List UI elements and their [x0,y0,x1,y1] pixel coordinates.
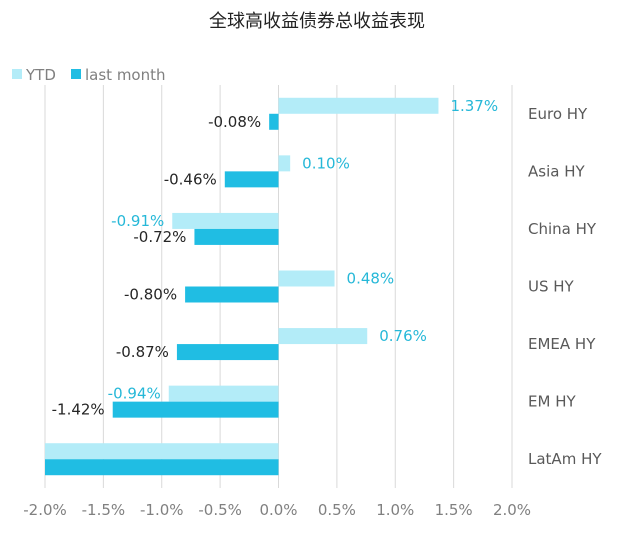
data-label-last-month: -0.87% [116,343,169,361]
category-label: Asia HY [528,162,585,180]
bar-last-month [112,401,279,418]
legend: YTD last month [12,66,166,84]
data-label-ytd: 0.48% [347,270,395,288]
bar-last-month [194,228,279,245]
data-label-ytd: 1.37% [450,97,498,115]
x-tick-label: 2.0% [493,501,531,519]
legend-label-last-month: last month [85,66,166,84]
bar-ytd [278,328,368,345]
x-tick-label: -1.0% [140,501,184,519]
x-tick-label: -1.5% [82,501,126,519]
x-axis-ticks: -2.0% -1.5% -1.0% -0.5% 0.0% 0.5% 1.0% 1.5% 2.0% [23,501,531,519]
bar-last-month [176,344,279,361]
x-tick-label: -0.5% [198,501,242,519]
data-label-last-month: -0.80% [124,286,177,304]
bar-last-month [185,286,279,303]
category-label: China HY [528,220,597,238]
bar-last-month [269,113,279,130]
category-label: EM HY [528,393,576,411]
bar-last-month [45,459,279,476]
category-label: Euro HY [528,105,588,123]
data-labels: 1.37% -0.08% 0.10% -0.46% -0.91%-0.72% 0.48% -… [52,97,498,419]
legend-swatch-last-month [71,69,81,79]
bar-ytd [172,212,279,229]
data-label-ytd: -0.94% [108,385,161,403]
bars [45,97,439,476]
bar-ytd [45,443,279,460]
category-labels: Euro HY Asia HY China HY US HY EMEA HY EM HY L… [528,105,602,468]
chart-title: 全球高收益债券总收益表现 [209,11,425,32]
x-tick-label: 0.5% [318,501,356,519]
bar-last-month [224,171,279,188]
bar-ytd [168,385,279,402]
x-tick-label: 1.5% [435,501,473,519]
x-tick-label: -2.0% [23,501,67,519]
bar-ytd [278,270,335,287]
data-label-last-month: -0.72% [133,228,186,246]
category-label: US HY [528,278,575,296]
bar-ytd [278,155,291,172]
data-label-ytd: -0.91% [111,212,164,230]
data-label-last-month: -1.42% [52,401,105,419]
bar-ytd [278,97,439,114]
category-label: LatAm HY [528,450,602,468]
data-label-last-month: -0.46% [164,170,217,188]
legend-label-ytd: YTD [25,66,56,84]
data-label-last-month: -0.08% [208,113,261,131]
x-tick-label: 1.0% [376,501,414,519]
data-label-ytd: 0.10% [302,154,350,172]
data-label-ytd: 0.76% [379,327,427,345]
x-tick-label: 0.0% [259,501,297,519]
legend-swatch-ytd [12,69,22,79]
category-label: EMEA HY [528,335,596,353]
